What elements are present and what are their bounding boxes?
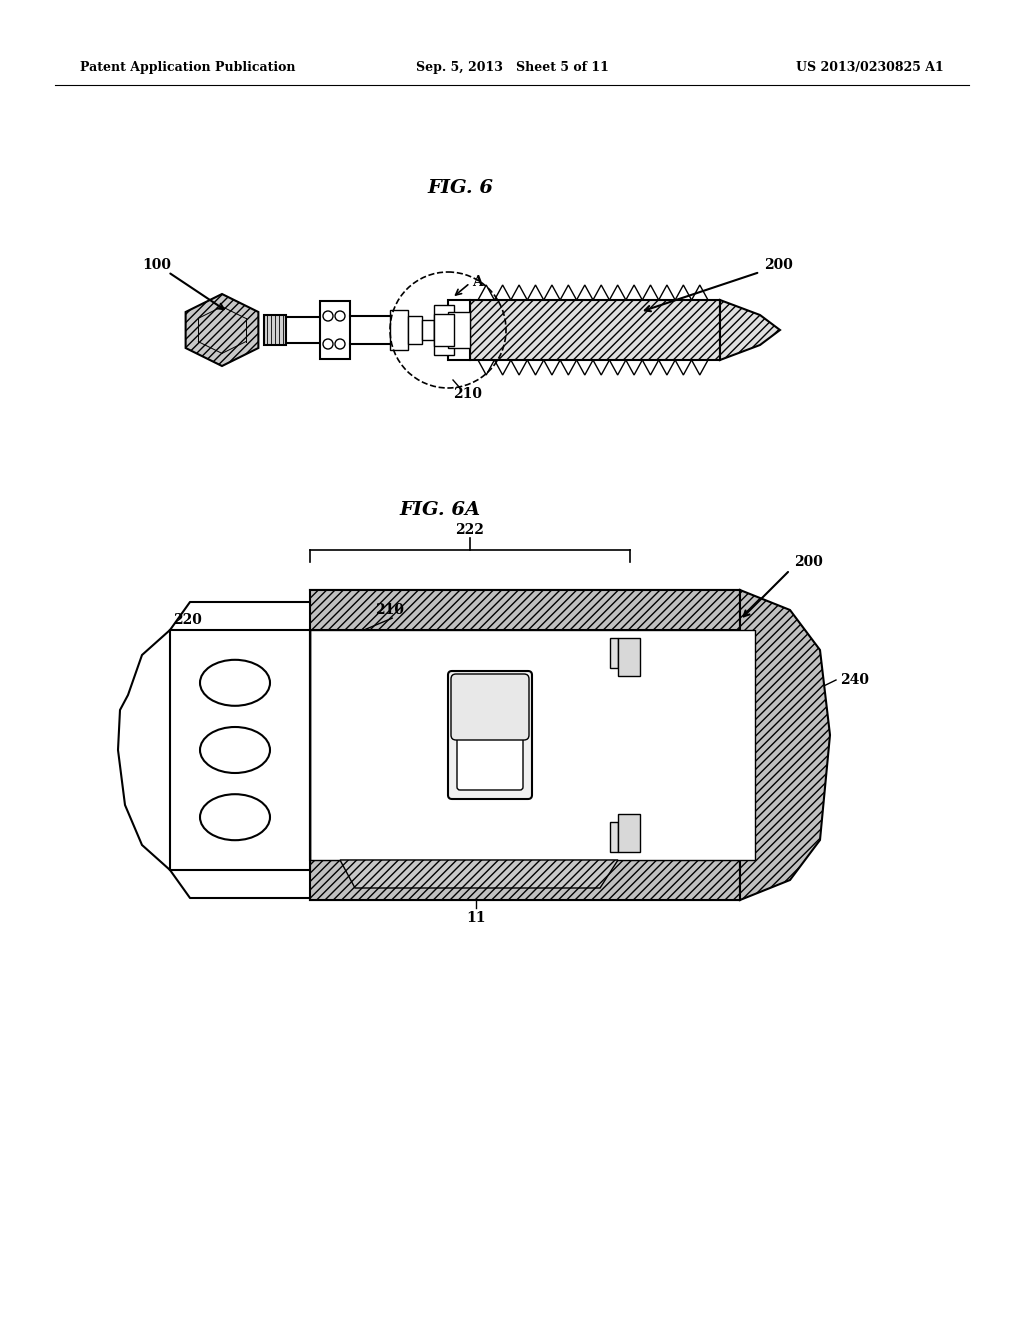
Polygon shape	[720, 300, 780, 360]
Text: 200: 200	[794, 554, 823, 569]
Polygon shape	[740, 590, 830, 900]
Bar	[610, 638, 618, 668]
Text: 230: 230	[419, 673, 449, 686]
Text: A: A	[472, 275, 482, 289]
Bar	[350, 315, 390, 345]
Text: 220: 220	[173, 612, 202, 627]
FancyBboxPatch shape	[457, 680, 523, 789]
Bar	[408, 315, 422, 345]
Polygon shape	[340, 861, 618, 888]
Bar	[290, 630, 310, 861]
FancyBboxPatch shape	[451, 675, 529, 741]
Bar	[310, 861, 740, 900]
Bar	[470, 300, 720, 360]
Text: 242: 242	[620, 675, 649, 689]
Bar	[449, 300, 470, 360]
Bar	[434, 314, 454, 346]
Bar	[618, 638, 640, 676]
Bar	[170, 630, 310, 870]
Bar	[310, 630, 755, 861]
Text: 163: 163	[271, 673, 300, 686]
Text: 100: 100	[142, 257, 171, 272]
Text: 240: 240	[840, 673, 869, 686]
FancyBboxPatch shape	[449, 671, 532, 799]
Bar	[449, 312, 470, 348]
Text: 210: 210	[453, 387, 482, 401]
Text: US 2013/0230825 A1: US 2013/0230825 A1	[797, 62, 944, 74]
Text: 222: 222	[456, 523, 484, 537]
Bar	[286, 317, 319, 343]
Bar	[434, 305, 454, 355]
Polygon shape	[185, 294, 258, 366]
Text: Patent Application Publication: Patent Application Publication	[80, 62, 296, 74]
Bar	[618, 814, 640, 851]
Text: FIG. 6A: FIG. 6A	[399, 502, 480, 519]
Bar	[310, 590, 740, 630]
Text: FIG. 6: FIG. 6	[427, 180, 493, 197]
Bar	[264, 315, 286, 345]
Text: Sep. 5, 2013   Sheet 5 of 11: Sep. 5, 2013 Sheet 5 of 11	[416, 62, 608, 74]
Text: 200: 200	[764, 257, 793, 272]
Bar	[422, 319, 434, 341]
Bar	[610, 822, 618, 851]
Bar	[319, 301, 350, 359]
Bar	[390, 310, 408, 350]
Text: 11: 11	[466, 911, 485, 925]
Text: 210: 210	[375, 603, 404, 616]
